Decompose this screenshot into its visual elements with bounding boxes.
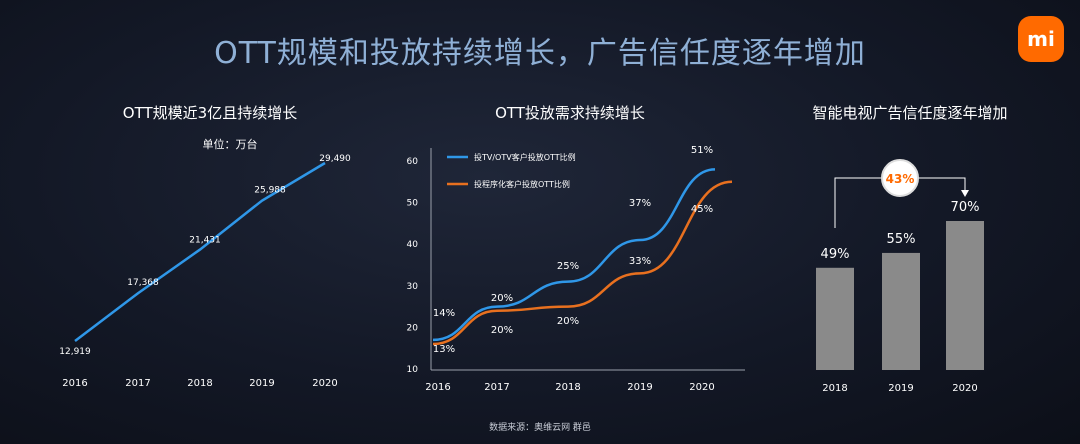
chart3-title: 智能电视广告信任度逐年增加: [812, 104, 1008, 122]
chart2-y-tick: 50: [407, 199, 419, 209]
chart2-y-tick: 60: [407, 157, 419, 167]
xiaomi-logo: mi: [1018, 16, 1064, 62]
chart1-series-line: [74, 161, 326, 342]
chart2-series-line-tv-otv: [432, 168, 716, 342]
chart2-y-tick: 30: [407, 282, 419, 292]
chart1-data-label: 29,490: [319, 154, 351, 164]
chart2-legend-label-tv-otv: 投TV/OTV客户投放OTT比例: [474, 152, 576, 162]
chart3-data-label: 55%: [887, 232, 916, 247]
chart2-x-tick: 2019: [627, 382, 652, 393]
chart3-data-label: 49%: [821, 247, 850, 262]
chart3-bar: [816, 267, 854, 370]
chart3-x-tick: 2020: [952, 383, 977, 394]
chart3-bar: [882, 252, 920, 370]
chart1-title: OTT规模近3亿且持续增长: [122, 104, 298, 122]
chart2-series-line-programmatic: [432, 180, 733, 346]
chart1-data-label: 12,919: [59, 347, 91, 357]
chart2-data-label-programmatic: 20%: [491, 325, 513, 336]
chart2-x-tick: 2020: [689, 382, 714, 393]
chart1-data-label: 21,431: [189, 236, 221, 246]
chart2-data-label-tv-otv: 51%: [691, 145, 713, 156]
chart2-y-tick: 40: [407, 240, 419, 250]
chart2-data-label-tv-otv: 20%: [491, 293, 513, 304]
chart2-data-label-tv-otv: 37%: [629, 198, 651, 209]
chart3-x-tick: 2018: [822, 383, 847, 394]
chart1-x-tick: 2017: [125, 378, 150, 389]
chart3-annotation-arrow: [961, 190, 969, 197]
chart1-data-label: 25,988: [254, 186, 286, 196]
ott-demand-chart: 60 50 40 30 20 10 14% 20% 25% 37% 51% 13% 20% 20% 33% 4…: [407, 145, 745, 393]
chart3-annotation-label: 43%: [886, 172, 915, 186]
chart2-y-tick: 20: [407, 323, 419, 333]
tv-trust-chart: 49% 55% 70% 43% 2018 2019 2020: [816, 159, 984, 394]
chart1-x-tick: 2016: [62, 378, 87, 389]
chart2-data-label-programmatic: 45%: [691, 204, 713, 215]
data-source: 数据来源：奥维云网 群邑: [489, 423, 591, 433]
chart2-data-label-tv-otv: 14%: [433, 308, 455, 319]
chart2-x-tick: 2016: [425, 382, 450, 393]
chart1-data-label: 17,368: [127, 278, 159, 288]
chart2-data-label-programmatic: 20%: [557, 316, 579, 327]
chart3-annotation-badge: [881, 159, 919, 197]
chart2-y-tick: 10: [407, 365, 419, 375]
chart2-data-label-programmatic: 33%: [629, 256, 651, 267]
chart3-data-label: 70%: [951, 200, 980, 215]
chart2-data-label-tv-otv: 25%: [557, 261, 579, 272]
chart3-x-tick: 2019: [888, 383, 913, 394]
chart2-data-label-programmatic: 13%: [433, 344, 455, 355]
chart1-x-tick: 2020: [312, 378, 337, 389]
chart2-title: OTT投放需求持续增长: [495, 104, 645, 122]
chart2-legend-label-programmatic: 投程序化客户投放OTT比例: [474, 179, 570, 189]
ott-scale-chart: 12,919 17,368 21,431 25,988 29,490 2016 2017 20…: [59, 154, 351, 389]
page-title: OTT规模和投放持续增长，广告信任度逐年增加: [214, 36, 866, 71]
chart1-unit: 单位：万台: [202, 138, 258, 151]
chart1-x-tick: 2019: [249, 378, 274, 389]
chart2-x-tick: 2017: [484, 382, 509, 393]
chart2-x-tick: 2018: [555, 382, 580, 393]
chart1-x-tick: 2018: [187, 378, 212, 389]
chart3-bar: [946, 221, 984, 370]
